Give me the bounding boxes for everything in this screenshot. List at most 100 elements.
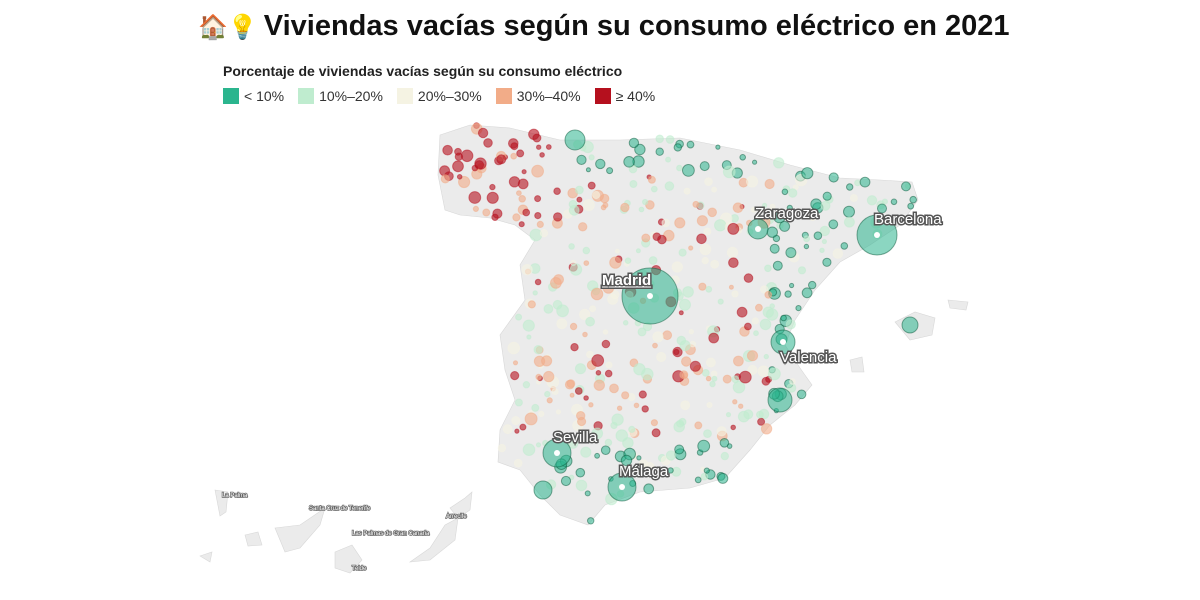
municipality-marker[interactable] — [682, 164, 695, 177]
municipality-marker[interactable] — [588, 154, 595, 161]
municipality-marker[interactable] — [846, 183, 854, 191]
municipality-marker[interactable] — [472, 205, 479, 212]
municipality-marker[interactable] — [592, 190, 601, 200]
municipality-marker[interactable] — [518, 221, 525, 228]
municipality-marker[interactable] — [772, 260, 783, 271]
municipality-marker[interactable] — [717, 298, 724, 305]
municipality-marker[interactable] — [743, 409, 754, 420]
municipality-marker[interactable] — [732, 202, 744, 213]
municipality-marker[interactable] — [534, 278, 542, 286]
municipality-marker[interactable] — [628, 425, 636, 433]
municipality-marker[interactable] — [442, 144, 453, 156]
municipality-marker[interactable] — [641, 405, 649, 413]
municipality-marker[interactable] — [686, 140, 695, 149]
municipality-marker[interactable] — [822, 191, 832, 201]
municipality-marker[interactable] — [681, 356, 692, 367]
municipality-marker[interactable] — [539, 229, 549, 238]
municipality-marker[interactable] — [726, 246, 739, 259]
municipality-marker[interactable] — [711, 375, 718, 382]
municipality-marker[interactable] — [705, 357, 716, 368]
municipality-marker[interactable] — [764, 290, 773, 299]
municipality-marker[interactable] — [535, 373, 542, 381]
municipality-marker[interactable] — [877, 203, 887, 214]
municipality-marker[interactable] — [590, 287, 604, 301]
municipality-marker[interactable] — [624, 257, 632, 265]
municipality-marker[interactable] — [756, 410, 764, 419]
municipality-marker[interactable] — [575, 185, 584, 195]
municipality-marker[interactable] — [532, 290, 538, 296]
municipality-marker[interactable] — [655, 134, 665, 144]
municipality-marker[interactable] — [730, 424, 737, 431]
municipality-marker[interactable] — [704, 177, 713, 187]
municipality-marker[interactable] — [536, 144, 542, 150]
municipality-marker[interactable] — [859, 176, 871, 188]
municipality-marker[interactable] — [733, 355, 744, 367]
municipality-marker[interactable] — [650, 185, 658, 193]
municipality-marker[interactable] — [638, 390, 647, 399]
municipality-marker[interactable] — [731, 375, 740, 384]
municipality-marker[interactable] — [567, 438, 579, 449]
municipality-marker[interactable] — [585, 316, 595, 327]
municipality-marker[interactable] — [543, 370, 555, 383]
municipality-marker[interactable] — [560, 475, 572, 487]
municipality-marker[interactable] — [578, 222, 588, 232]
municipality-marker[interactable] — [458, 175, 471, 189]
municipality-marker[interactable] — [546, 397, 553, 404]
municipality-marker[interactable] — [789, 378, 796, 385]
municipality-marker[interactable] — [452, 160, 464, 173]
municipality-marker[interactable] — [600, 204, 607, 211]
municipality-marker[interactable] — [866, 195, 878, 206]
municipality-marker[interactable] — [545, 144, 552, 150]
municipality-marker[interactable] — [767, 387, 793, 413]
municipality-marker[interactable] — [477, 127, 489, 139]
municipality-marker[interactable] — [679, 370, 689, 380]
municipality-marker[interactable] — [731, 290, 739, 298]
municipality-marker[interactable] — [692, 200, 700, 208]
municipality-marker[interactable] — [665, 135, 675, 144]
municipality-marker[interactable] — [553, 274, 564, 285]
municipality-marker[interactable] — [708, 332, 720, 344]
municipality-marker[interactable] — [514, 428, 520, 434]
municipality-marker[interactable] — [688, 245, 694, 251]
municipality-marker[interactable] — [703, 227, 712, 236]
municipality-marker[interactable] — [517, 178, 529, 190]
municipality-marker[interactable] — [568, 243, 575, 250]
municipality-marker[interactable] — [588, 402, 594, 408]
municipality-marker[interactable] — [527, 300, 536, 309]
municipality-marker[interactable] — [765, 308, 779, 321]
municipality-marker[interactable] — [582, 246, 591, 255]
municipality-marker[interactable] — [510, 152, 518, 160]
municipality-marker[interactable] — [709, 380, 716, 388]
municipality-marker[interactable] — [710, 259, 720, 269]
municipality-marker[interactable] — [821, 238, 828, 245]
municipality-marker[interactable] — [512, 360, 519, 366]
municipality-marker[interactable] — [680, 400, 691, 411]
municipality-marker[interactable] — [699, 161, 710, 172]
municipality-marker[interactable] — [564, 129, 586, 151]
municipality-marker[interactable] — [604, 438, 613, 447]
municipality-marker[interactable] — [609, 383, 619, 394]
municipality-marker[interactable] — [637, 327, 647, 337]
municipality-marker[interactable] — [701, 256, 709, 265]
municipality-marker[interactable] — [764, 264, 772, 273]
municipality-marker[interactable] — [828, 219, 839, 230]
municipality-marker[interactable] — [589, 305, 597, 313]
municipality-marker[interactable] — [786, 204, 793, 211]
municipality-marker[interactable] — [629, 180, 638, 188]
municipality-marker[interactable] — [570, 343, 579, 352]
municipality-marker[interactable] — [633, 402, 640, 409]
municipality-marker[interactable] — [673, 143, 682, 152]
municipality-marker[interactable] — [744, 322, 752, 331]
municipality-marker[interactable] — [456, 174, 463, 180]
municipality-marker[interactable] — [522, 443, 536, 457]
municipality-marker[interactable] — [652, 331, 664, 343]
municipality-marker[interactable] — [688, 329, 694, 335]
municipality-marker[interactable] — [611, 413, 624, 426]
municipality-marker[interactable] — [577, 416, 587, 427]
municipality-marker[interactable] — [587, 517, 595, 525]
municipality-marker[interactable] — [705, 285, 713, 293]
municipality-marker[interactable] — [801, 287, 813, 299]
municipality-marker[interactable] — [642, 198, 649, 206]
municipality-marker[interactable] — [679, 298, 691, 311]
